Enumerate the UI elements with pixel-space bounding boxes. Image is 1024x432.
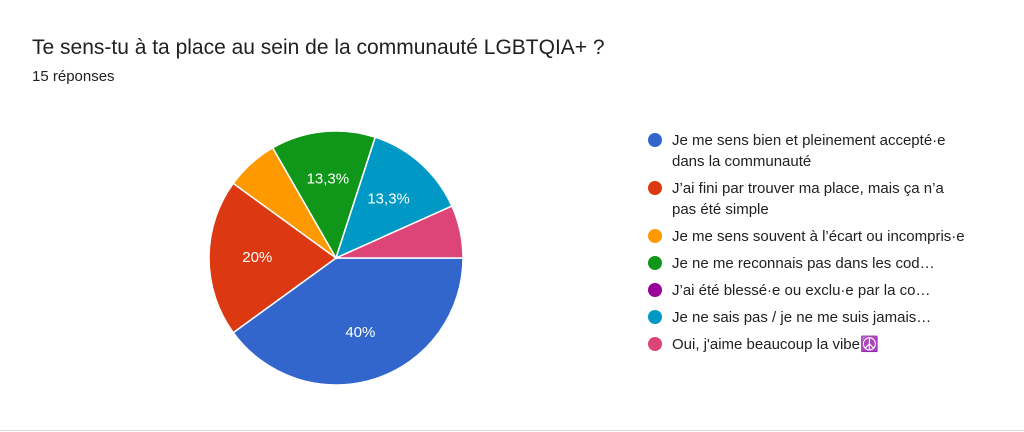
- legend-label: J’ai été blessé·e ou exclu·e par la co…: [672, 282, 931, 299]
- pie-slice: [208, 182, 338, 334]
- pie-chart: 40% 20% 13,3% 13,3%: [208, 130, 464, 386]
- legend-item: Je me sens bien et pleinement accepté·e …: [648, 130, 978, 172]
- legend-swatch: [648, 256, 662, 270]
- legend: Je me sens bien et pleinement accepté·e …: [648, 130, 978, 361]
- legend-item: J’ai été blessé·e ou exclu·e par la co…: [648, 280, 978, 301]
- legend-swatch: [648, 181, 662, 195]
- legend-label: Je me sens bien et pleinement accepté·e …: [672, 132, 946, 170]
- pie-slice: [271, 130, 377, 260]
- chart-title: Te sens-tu à ta place au sein de la comm…: [32, 36, 605, 59]
- legend-label: Je ne me reconnais pas dans les cod…: [672, 255, 935, 272]
- legend-item: Je me sens souvent à l’écart ou incompri…: [648, 226, 978, 247]
- slice-label: 13,3%: [307, 171, 350, 188]
- legend-item: Je ne sais pas / je ne me suis jamais…: [648, 307, 978, 328]
- pie-slice: [232, 257, 464, 386]
- legend-swatch: [648, 310, 662, 324]
- slice-label: 40%: [345, 324, 375, 341]
- legend-item: Oui, j'aime beaucoup la vibe☮️: [648, 334, 978, 355]
- legend-label: J’ai fini par trouver ma place, mais ça …: [672, 180, 944, 218]
- pie-slice: [334, 136, 453, 260]
- legend-swatch: [648, 229, 662, 243]
- slice-label: 13,3%: [367, 190, 410, 207]
- card-border: [0, 430, 1024, 431]
- legend-swatch: [648, 337, 662, 351]
- legend-item: J’ai fini par trouver ma place, mais ça …: [648, 178, 978, 220]
- legend-swatch: [648, 283, 662, 297]
- legend-label: Je me sens souvent à l’écart ou incompri…: [672, 228, 965, 245]
- slice-label: 20%: [242, 249, 272, 266]
- response-count: 15 réponses: [32, 68, 115, 85]
- legend-label: Je ne sais pas / je ne me suis jamais…: [672, 309, 932, 326]
- pie-slice: [335, 205, 464, 259]
- legend-label: Oui, j'aime beaucoup la vibe☮️: [672, 336, 879, 353]
- legend-swatch: [648, 133, 662, 147]
- legend-item: Je ne me reconnais pas dans les cod…: [648, 253, 978, 274]
